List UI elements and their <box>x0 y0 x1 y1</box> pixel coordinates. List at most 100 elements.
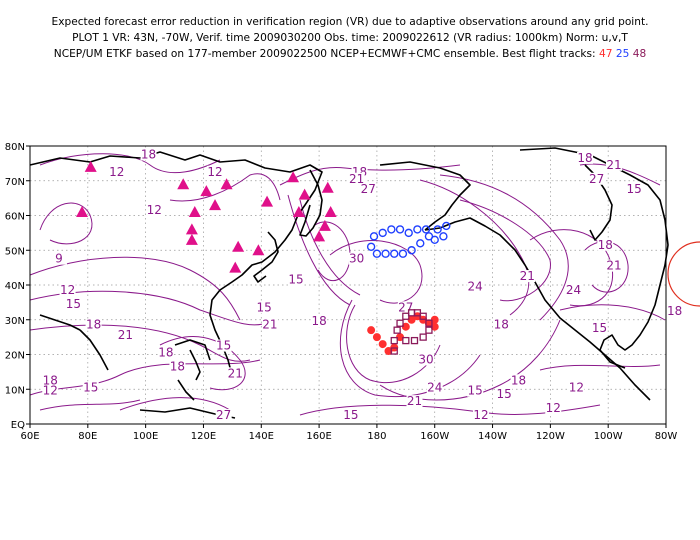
contour-label: 15 <box>496 387 511 401</box>
observation-site-marker <box>321 181 334 193</box>
observation-site-marker <box>252 244 265 256</box>
x-tick-label: 120E <box>191 431 216 442</box>
track-point-25 <box>369 232 379 241</box>
observation-site-marker <box>232 240 245 252</box>
contour-label: 18 <box>511 373 526 387</box>
contour-label: 18 <box>577 151 592 165</box>
contour-label: 27 <box>398 300 413 314</box>
contour-label-background <box>287 273 304 286</box>
track-point-48 <box>425 319 433 327</box>
track-point-25 <box>395 225 405 234</box>
contour-label-background <box>597 238 614 251</box>
contour-label-background <box>140 148 157 161</box>
contour-line <box>439 174 569 321</box>
contour-line <box>539 364 661 371</box>
contour-label: 18 <box>667 304 682 318</box>
header-line-1: Expected forecast error reduction in ver… <box>51 16 649 28</box>
observation-site-marker <box>220 178 233 190</box>
observation-site-marker <box>298 188 311 200</box>
contour-label: 12 <box>473 408 488 422</box>
contour-label-background <box>311 315 328 328</box>
contour-line <box>346 304 441 384</box>
y-tick-label: 70N <box>5 177 25 188</box>
track-id-blue: 25 <box>615 48 630 60</box>
observation-site-marker <box>84 160 97 172</box>
contour-label-background <box>169 360 186 373</box>
contour-label: 15 <box>288 273 303 287</box>
contour-label-background <box>510 374 527 387</box>
x-tick-label: 120W <box>536 431 565 442</box>
contour-label: 21 <box>262 318 277 332</box>
track-point-25 <box>430 235 439 245</box>
contour-line <box>579 163 661 186</box>
observation-site-marker <box>185 233 198 245</box>
contour-label: 15 <box>257 300 272 314</box>
x-tick-label: 60E <box>20 431 39 442</box>
track-point-47 <box>367 326 376 335</box>
track-point-25 <box>439 232 448 241</box>
contour-label-background <box>577 151 594 164</box>
y-tick-label: 60N <box>5 212 25 223</box>
observation-site-marker <box>188 206 201 218</box>
track-point-25 <box>390 249 399 258</box>
contour-label: 15 <box>343 408 358 422</box>
flight-tracks <box>366 221 451 356</box>
contour-label-background <box>605 158 622 171</box>
contour-label-background <box>348 252 365 265</box>
contour-label: 12 <box>569 380 584 394</box>
observation-site-marker <box>261 195 274 207</box>
y-tick-label: 20N <box>5 351 25 362</box>
contour-label-background <box>59 283 76 296</box>
track-point-25 <box>372 249 382 258</box>
track-point-48 <box>396 319 404 327</box>
x-tick-label: 140E <box>249 431 274 442</box>
track-point-25 <box>413 225 422 234</box>
observation-site-marker <box>177 178 190 190</box>
contour-label-background <box>261 318 278 331</box>
contour-label-background <box>467 384 484 397</box>
contour-line <box>29 359 261 396</box>
observation-site-marker <box>318 219 331 231</box>
track-point-48 <box>390 336 398 345</box>
contour-label: 27 <box>589 172 604 186</box>
y-tick-label: EQ <box>11 420 25 431</box>
contour-label: 15 <box>592 321 607 335</box>
contour-label-background <box>256 301 273 314</box>
contour-line <box>299 199 361 296</box>
header-line-3: NCEP/UM ETKF based on 177-member 2009022… <box>0 46 700 62</box>
x-tick-label: 160W <box>420 431 449 442</box>
x-tick-label: 100E <box>133 431 158 442</box>
contour-label-background <box>348 172 365 185</box>
coastline-japan <box>253 231 279 283</box>
observation-site-marker <box>287 171 300 183</box>
track-point-48 <box>402 336 410 345</box>
contour-line <box>29 290 271 326</box>
contour-label: 24 <box>566 283 581 297</box>
contour-label-background <box>605 259 622 272</box>
contour-label-background <box>82 381 99 394</box>
track-id-red: 47 <box>599 48 613 60</box>
track-point-25 <box>381 249 390 258</box>
contour-label-background <box>157 346 174 359</box>
contour-label-background <box>472 409 489 422</box>
track-point-48 <box>425 326 433 334</box>
contour-label: 9 <box>55 252 63 266</box>
coastline-philippines <box>177 349 201 401</box>
contour-label: 30 <box>349 252 364 266</box>
contour-label: 21 <box>228 366 243 380</box>
x-tick-label: 100W <box>594 431 623 442</box>
contour-label: 21 <box>520 269 535 283</box>
contour-label-background <box>496 388 513 401</box>
contour-label-background <box>493 318 510 331</box>
track-point-48 <box>390 347 398 355</box>
verification-region <box>667 241 700 307</box>
x-tick-label: 140W <box>478 431 507 442</box>
track-point-25 <box>404 228 413 238</box>
contour-label: 18 <box>86 318 101 332</box>
contour-label-background <box>117 329 134 342</box>
y-tick-label: 10N <box>5 385 25 396</box>
observation-site-marker <box>209 199 222 211</box>
contour-label-background <box>42 374 59 387</box>
track-id-purple: 48 <box>632 48 647 60</box>
contour-label-background <box>588 172 605 185</box>
